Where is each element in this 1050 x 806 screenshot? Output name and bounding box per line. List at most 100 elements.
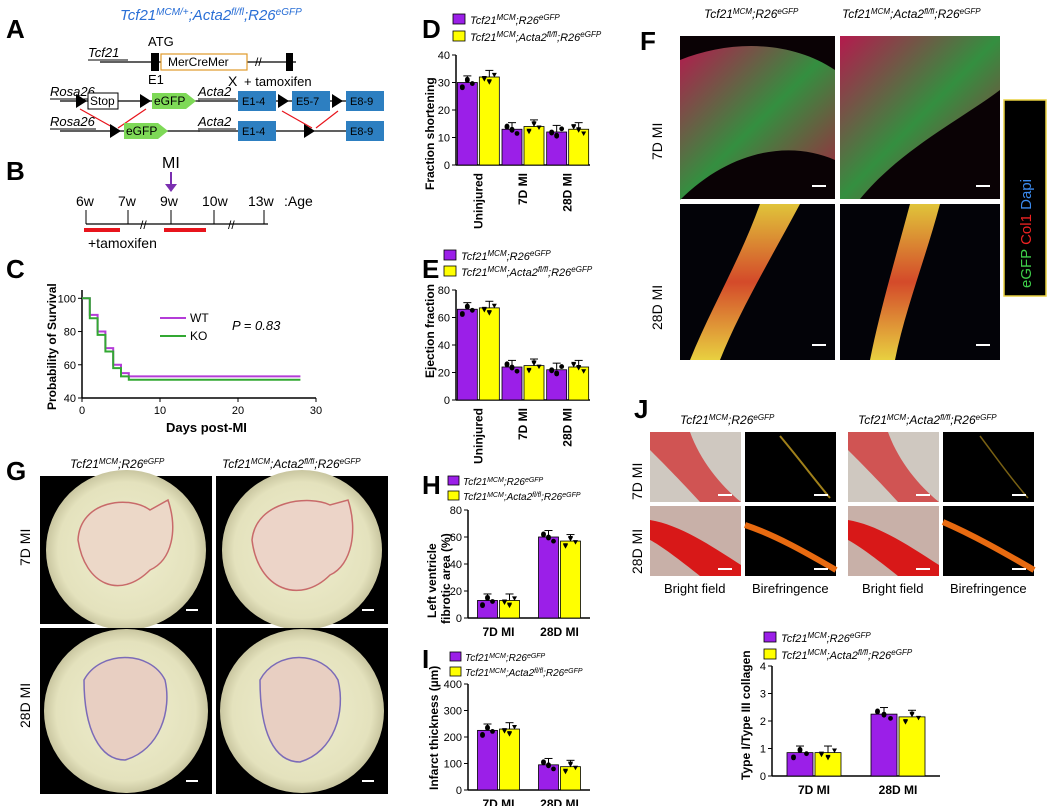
mercremer-label: MerCreMer <box>168 55 229 69</box>
age-label: :Age <box>284 193 313 209</box>
h-dot-0-0-3 <box>480 602 485 607</box>
jc-dot-1-0-4 <box>881 711 887 717</box>
jc-tri-0-1-3 <box>819 751 824 757</box>
c-ytick-label-3: 100 <box>58 293 76 305</box>
j-biref-fiber-5 <box>941 519 1036 573</box>
j-col-ctrl: Tcf21MCM;R26eGFP <box>680 413 775 428</box>
h-bar-0-0 <box>477 600 498 619</box>
panel-label-i: I <box>422 644 429 674</box>
d-y-label: Fraction shortening <box>423 77 437 190</box>
e-tri-2-1-2 <box>581 369 587 374</box>
panel-label-b: B <box>6 156 25 186</box>
f-tissue-2 <box>840 36 1000 199</box>
panel-d-legend: Tcf21MCM;R26eGFP Tcf21MCM;Acta2fl/fl;R26… <box>452 13 602 44</box>
j-biref-label-1: Birefringence <box>752 581 829 596</box>
i-ytick-label-3: 300 <box>444 706 462 718</box>
d-tri-1-1-2 <box>536 125 542 131</box>
i-legend-ko-label: Tcf21MCM;Acta2fl/fl;R26eGFP <box>465 668 583 680</box>
j-tissue-1 <box>650 432 741 502</box>
h-dot-0-0-4 <box>485 594 490 600</box>
panel-c-survival-chart: Probability of Survival Days post-MI P =… <box>45 283 322 435</box>
f-scalebar-1 <box>812 185 826 187</box>
acta2-e14-label-1: E1-4 <box>242 96 265 108</box>
h-ytick-label-4: 80 <box>450 505 462 517</box>
g-heart-1 <box>77 498 174 587</box>
e-dot-0-0-3 <box>459 311 465 316</box>
panel-label-c: C <box>6 254 25 284</box>
d-tri-0-1-4 <box>486 79 492 84</box>
jc-bar-1-0 <box>870 713 898 777</box>
acta2-e89-2 <box>346 121 384 141</box>
i-bar-0-1 <box>499 728 520 791</box>
i-cat-1: 28D MI <box>540 797 579 806</box>
d-cat-2: 28D MI <box>561 173 575 212</box>
j-scalebar-2 <box>814 494 828 496</box>
jc-ytick-label-2: 2 <box>760 716 766 728</box>
e-cat-0: Uninjured <box>471 408 485 464</box>
d-legend-ctrl-label: Tcf21MCM;R26eGFP <box>470 13 560 28</box>
d-legend-ko-swatch <box>452 30 466 42</box>
d-ytick-label-2: 20 <box>438 105 450 117</box>
panel-label-a: A <box>6 14 25 44</box>
h-dot-1-0-4 <box>546 534 551 540</box>
acta2-e14-1 <box>238 91 276 111</box>
tick-13w: 13w <box>248 193 275 209</box>
j-tissue-4 <box>848 520 939 576</box>
c-ytick-label-0: 40 <box>64 393 76 405</box>
panel-e-legend: Tcf21MCM;R26eGFP Tcf21MCM;Acta2fl/fl;R26… <box>443 249 593 280</box>
h-cat-1: 28D MI <box>540 625 579 639</box>
j-tissue-3 <box>650 520 741 576</box>
e-legend-ctrl-swatch <box>443 249 457 261</box>
c-ytick-label-2: 80 <box>64 327 76 339</box>
d-tri-2-1-3 <box>571 124 577 129</box>
g-heart-4 <box>259 656 342 763</box>
tamoxifen-bar-1 <box>84 228 120 232</box>
g-col-ko: Tcf21MCM;Acta2fl/fl;R26eGFP <box>222 457 361 472</box>
e-legend-ko-label: Tcf21MCM;Acta2fl/fl;R26eGFP <box>461 265 593 280</box>
j-col-ko: Tcf21MCM;Acta2fl/fl;R26eGFP <box>858 413 997 428</box>
d-dot-2-0-3 <box>549 129 555 135</box>
j-legend-ctrl-swatch <box>763 631 777 643</box>
e-tri-0-1-3 <box>481 306 487 312</box>
panel-j-legend: Tcf21MCM;R26eGFP Tcf21MCM;Acta2fl/fl;R26… <box>763 631 913 663</box>
d-tri-2-1-2 <box>581 131 587 136</box>
acta2-e89-1 <box>346 91 384 111</box>
e-ytick-label-2: 40 <box>438 340 450 352</box>
f-scalebar-3 <box>812 344 826 346</box>
j-scalebar-3 <box>916 494 930 496</box>
j-legend-ko-label: Tcf21MCM;Acta2fl/fl;R26eGFP <box>781 648 913 663</box>
f-scalebar-4 <box>976 344 990 346</box>
h-y-label-2: fibrotic area (%) <box>439 533 453 624</box>
tick-6w: 6w <box>76 193 95 209</box>
h-ytick-label-0: 0 <box>456 613 462 625</box>
j-scalebar-5 <box>718 568 732 570</box>
acta2-e89-label-2: E8-9 <box>350 126 373 138</box>
e-tri-2-1-4 <box>576 365 582 370</box>
h-tri-1-1-4 <box>568 535 573 541</box>
e-ytick-label-3: 60 <box>438 313 450 325</box>
j-biref-label-2: Birefringence <box>950 581 1027 596</box>
i-bar-0-0 <box>477 729 498 791</box>
e-dot-2-0-2 <box>559 364 565 369</box>
jc-dot-1-0-2 <box>888 715 893 721</box>
d-tri-1-1-3 <box>526 128 532 134</box>
h-tri-0-1-2 <box>512 596 517 601</box>
panel-a-title: Tcf21MCM/+;Acta2fl/fl;R26eGFP <box>120 7 302 25</box>
jc-tri-1-1-2 <box>916 715 921 721</box>
g-heart-2 <box>251 499 354 592</box>
jc-dot-1-0-3 <box>875 708 880 714</box>
j-scalebar-8 <box>1012 568 1026 570</box>
g-scalebar-3 <box>186 780 198 782</box>
e-ytick-label-4: 80 <box>438 285 450 297</box>
j-scalebar-7 <box>916 568 930 570</box>
panel-e-chart: Ejection fraction 0 20 40 60 80 Uninjured 7D M… <box>423 284 590 464</box>
d-bar-1-1 <box>523 126 545 166</box>
stop-box <box>87 92 119 110</box>
mercremer-box <box>160 53 248 71</box>
i-tri-0-1-2 <box>512 725 517 730</box>
mi-arrow-head <box>165 184 177 192</box>
e-tri-1-1-3 <box>526 367 532 373</box>
stop-label: Stop <box>90 94 115 108</box>
panel-a-schematic: Tcf21MCM/+;Acta2fl/fl;R26eGFP Tcf21 ATG … <box>50 7 384 141</box>
